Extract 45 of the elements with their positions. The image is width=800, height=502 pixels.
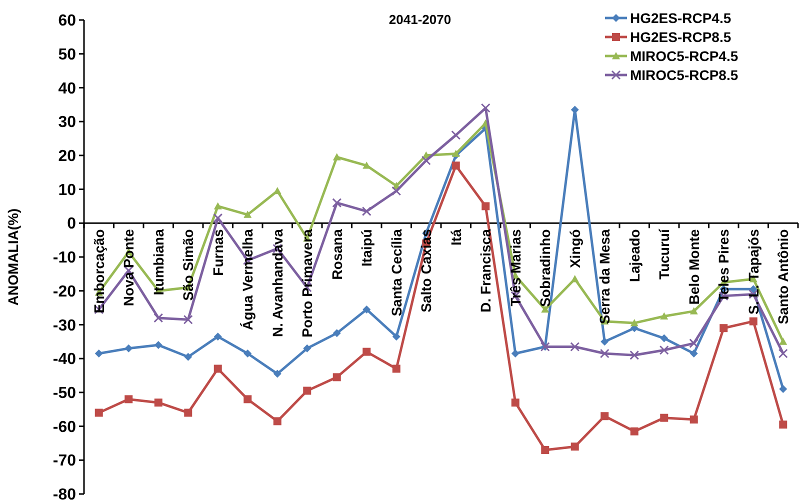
- x-tick-label: Santo Antônio: [775, 229, 792, 324]
- x-tick-label: Santa Cecília: [388, 228, 404, 316]
- x-tick-label: Salto Caxias: [418, 228, 434, 312]
- legend-label: MIROC5-RCP8.5: [630, 66, 738, 83]
- y-tick-label: -50: [52, 385, 76, 402]
- x-tick-label: Itá: [448, 228, 464, 246]
- x-tick-label: D. Francisca: [478, 228, 494, 312]
- y-tick-label: 50: [58, 46, 76, 64]
- legend-label: HG2ES-RCP4.5: [630, 10, 732, 26]
- x-tick-label: Sobradinho: [537, 229, 554, 307]
- x-tick-label: Três Marias: [507, 228, 524, 306]
- x-tick-label: Itumbiana: [150, 228, 166, 296]
- y-tick-label: -10: [52, 250, 76, 267]
- x-tick-label: Rosana: [328, 228, 345, 280]
- chart-title: 2041-2070: [388, 12, 452, 27]
- legend-label: HG2ES-RCP8.5: [630, 28, 732, 45]
- y-tick-label: -70: [52, 452, 76, 470]
- y-tick-label: -30: [52, 317, 76, 334]
- x-tick-label: Teles Pires: [716, 228, 732, 302]
- legend-label: MIROC5-RCP4.5: [630, 48, 738, 64]
- y-tick-label: 10: [58, 182, 76, 199]
- y-tick-label: 30: [58, 114, 76, 132]
- x-tick-label: Belo Monte: [686, 228, 702, 305]
- x-tick-label: N. Avanhandava: [269, 228, 286, 338]
- x-tick-label: Tucuruí: [656, 228, 672, 280]
- x-tick-label: Furnas: [210, 228, 226, 276]
- y-tick-label: -80: [52, 486, 76, 502]
- x-tick-label: Itaipú: [358, 229, 375, 266]
- y-tick-label: 20: [58, 148, 76, 166]
- y-tick-label: 40: [58, 80, 76, 98]
- y-tick-label: 0: [67, 216, 76, 233]
- x-tick-label: Xingó: [566, 229, 583, 268]
- y-tick-label: -60: [52, 418, 76, 436]
- x-tick-label: Serra da Mesa: [596, 228, 613, 324]
- x-tick-label: Lajeado: [626, 229, 642, 282]
- x-tick-label: Água Vermelha: [240, 228, 256, 330]
- x-tick-label: Nova Ponte: [120, 228, 137, 306]
- y-tick-label: -20: [52, 283, 76, 300]
- y-tick-label: 60: [58, 12, 76, 30]
- y-axis-title: ANOMALIA(%): [5, 208, 21, 306]
- x-tick-label: Emborcação: [90, 229, 107, 314]
- x-tick-label: Porto Primavera: [299, 228, 316, 338]
- x-tick-label: S. L. Tapajós: [745, 228, 762, 314]
- y-tick-label: -40: [52, 351, 76, 368]
- x-tick-label: São Simão: [180, 229, 196, 301]
